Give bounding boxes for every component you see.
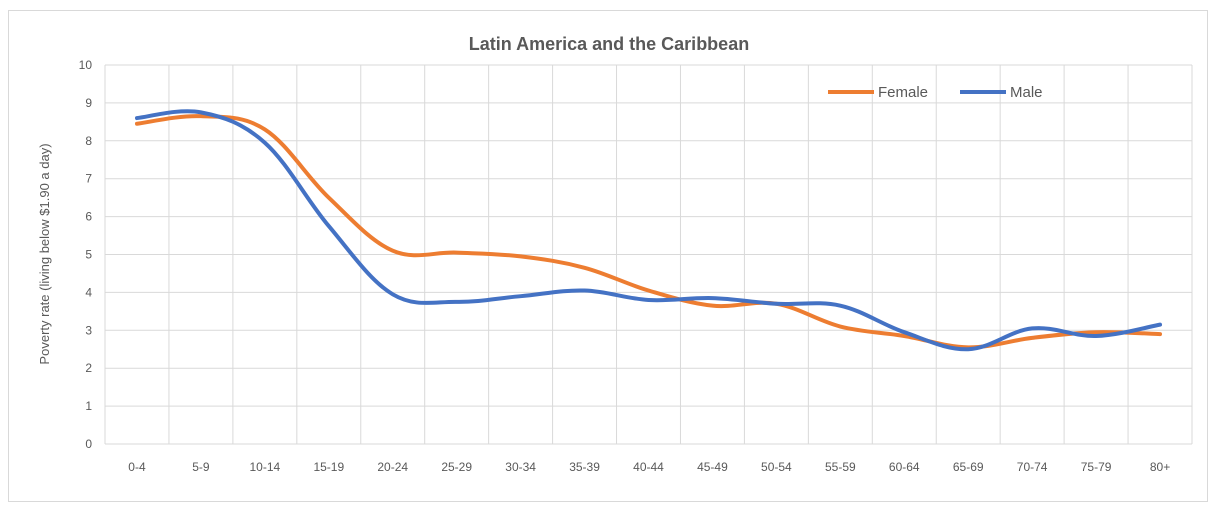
x-tick-label: 10-14	[250, 460, 281, 474]
y-tick-label: 1	[85, 399, 92, 413]
x-tick-label: 80+	[1150, 460, 1170, 474]
x-tick-labels: 0-4 5-9 10-14 15-19 20-24 25-29 30-34 35-39 40-4…	[128, 460, 1170, 474]
x-tick-label: 5-9	[192, 460, 210, 474]
x-tick-label: 65-69	[953, 460, 984, 474]
y-tick-label: 5	[85, 248, 92, 262]
x-tick-label: 0-4	[128, 460, 146, 474]
chart-title: Latin America and the Caribbean	[469, 34, 749, 54]
x-tick-label: 30-34	[505, 460, 536, 474]
y-axis-title: Poverty rate (living below $1.90 a day)	[37, 143, 52, 364]
y-tick-labels: 0 1 2 3 4 5 6 7 8 9 10	[79, 58, 93, 451]
x-tick-label: 15-19	[313, 460, 344, 474]
legend: Female Male	[828, 84, 1043, 101]
x-tick-label: 20-24	[377, 460, 408, 474]
x-tick-label: 50-54	[761, 460, 792, 474]
x-tick-label: 70-74	[1017, 460, 1048, 474]
chart-grid	[104, 64, 1193, 445]
legend-label-female: Female	[878, 84, 928, 101]
y-tick-label: 8	[85, 134, 92, 148]
x-tick-label: 55-59	[825, 460, 856, 474]
series-lines	[134, 109, 1163, 352]
x-tick-label: 40-44	[633, 460, 664, 474]
x-tick-label: 35-39	[569, 460, 600, 474]
y-tick-label: 9	[85, 96, 92, 110]
x-tick-label: 60-64	[889, 460, 920, 474]
y-tick-label: 6	[85, 210, 92, 224]
y-tick-label: 2	[85, 361, 92, 375]
chart-frame	[8, 10, 1208, 502]
y-tick-label: 7	[85, 172, 92, 186]
y-tick-label: 4	[85, 285, 92, 299]
series-line-male	[134, 109, 1163, 352]
y-tick-label: 0	[85, 437, 92, 451]
x-tick-label: 75-79	[1081, 460, 1112, 474]
legend-label-male: Male	[1010, 84, 1043, 101]
series-line-female	[134, 114, 1163, 350]
y-tick-label: 3	[85, 323, 92, 337]
y-tick-label: 10	[79, 58, 93, 72]
x-tick-label: 45-49	[697, 460, 728, 474]
x-tick-label: 25-29	[441, 460, 472, 474]
